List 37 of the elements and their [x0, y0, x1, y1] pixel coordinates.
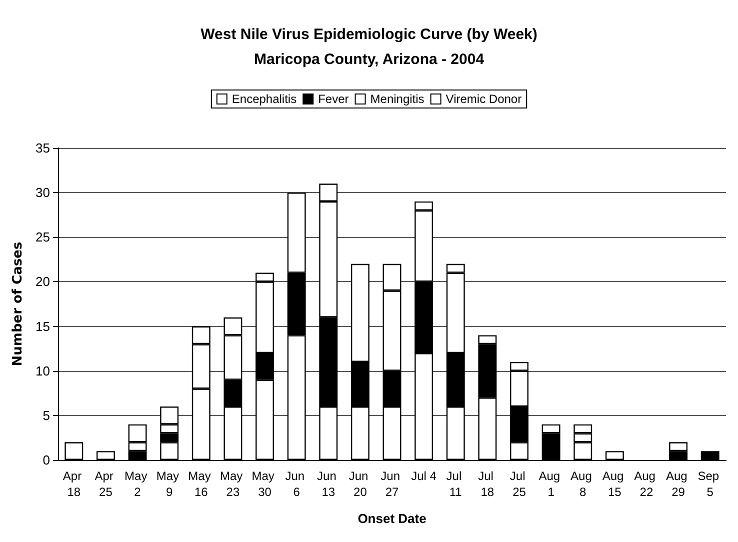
legend-label: Encephalitis [232, 92, 297, 106]
x-tick-label: Jul 18 [478, 469, 497, 499]
x-tick-label: Apr 25 [94, 469, 117, 499]
x-tick-label: Jun 13 [317, 469, 340, 499]
y-tick-label: 10 [36, 363, 50, 378]
x-tick-label: May 2 [124, 469, 151, 499]
x-tick-label: Jul 11 [446, 469, 465, 499]
y-tick-label: 30 [36, 185, 50, 200]
x-tick-label: Aug 22 [634, 469, 659, 499]
y-tick-label: 25 [36, 230, 50, 245]
legend-label: Fever [318, 92, 349, 106]
y-tick-label: 5 [42, 408, 50, 423]
chart-subtitle: Maricopa County, Arizona - 2004 [254, 51, 485, 68]
x-tick-label: Aug 15 [602, 469, 628, 499]
x-tick-label: May 9 [156, 469, 182, 499]
x-tick-label: Sep 5 [698, 469, 722, 499]
x-tick-label: May 30 [252, 469, 278, 499]
legend-label: Viremic Donor [446, 92, 522, 106]
x-tick-label: Aug 1 [538, 469, 564, 499]
x-tick-label: Aug 8 [570, 469, 596, 499]
x-tick-label: Jul 4 [411, 469, 437, 483]
y-tick-label: 0 [42, 452, 50, 468]
legend-label: Meningitis [370, 92, 424, 106]
x-tick-label: Jun 27 [380, 469, 404, 499]
x-tick-label: Aug 29 [666, 469, 691, 499]
x-tick-label: May 16 [188, 469, 214, 499]
x-tick-label: May 23 [220, 469, 246, 499]
x-tick-label: Jun 6 [285, 469, 308, 499]
y-axis-title: Number of Cases [10, 242, 26, 366]
x-tick-label: Jul 25 [510, 469, 529, 499]
x-tick-label: Apr 18 [62, 469, 85, 499]
y-tick-label: 35 [36, 140, 50, 156]
x-tick-label: Jun 20 [348, 469, 372, 499]
y-tick-label: 20 [36, 274, 50, 290]
chart-title: West Nile Virus Epidemiologic Curve (by Week) [200, 26, 538, 43]
x-axis-title: Onset Date [358, 511, 426, 526]
y-tick-label: 15 [36, 318, 50, 334]
